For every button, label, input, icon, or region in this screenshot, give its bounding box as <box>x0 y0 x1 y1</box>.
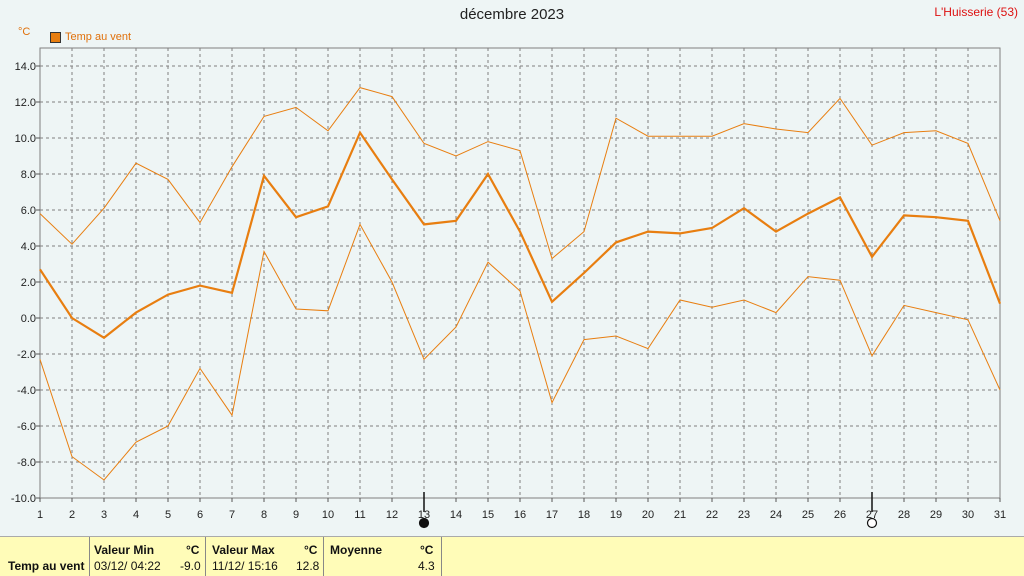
min-unit: °C <box>186 543 200 557</box>
avg-unit: °C <box>420 543 434 557</box>
max-unit: °C <box>304 543 318 557</box>
x-tick-label: 18 <box>578 509 590 521</box>
legend: Temp au vent <box>50 31 131 43</box>
summary-min-cell: Valeur Min °C 03/12/ 04:22 -9.0 <box>90 537 206 576</box>
y-tick-label: -6.0 <box>17 421 36 433</box>
x-tick-label: 31 <box>994 509 1006 521</box>
chart-title: décembre 2023 <box>459 6 565 23</box>
x-axis-ticks: 1 2 3 4 5 6 7 8 9 10 11 12 13 14 15 16 17 18 19 20 21 22 23 24 2… <box>37 498 1006 521</box>
x-tick-label: 8 <box>261 509 267 521</box>
station-name: L'Huisserie (53) <box>934 5 1018 19</box>
x-tick-label: 25 <box>802 509 814 521</box>
grid <box>39 47 1001 499</box>
y-tick-label: 14.0 <box>15 61 36 73</box>
x-tick-label: 28 <box>898 509 910 521</box>
x-tick-label: 22 <box>706 509 718 521</box>
x-tick-label: 16 <box>514 509 526 521</box>
summary-table: Temp au vent Valeur Min °C 03/12/ 04:22 … <box>0 536 1024 576</box>
y-tick-label: 10.0 <box>15 133 36 145</box>
new-moon-icon <box>418 517 430 529</box>
moon-markers <box>418 492 878 529</box>
x-tick-label: 24 <box>770 509 782 521</box>
x-tick-label: 4 <box>133 509 139 521</box>
x-tick-label: 21 <box>674 509 686 521</box>
x-tick-label: 29 <box>930 509 942 521</box>
x-tick-label: 7 <box>229 509 235 521</box>
legend-label: Temp au vent <box>65 31 132 43</box>
x-tick-label: 1 <box>37 509 43 521</box>
summary-row-label: Temp au vent <box>8 559 85 573</box>
y-tick-label: 4.0 <box>21 241 36 253</box>
series-line-min <box>39 223 1001 481</box>
series-line-mean <box>39 130 1002 340</box>
min-value: -9.0 <box>180 559 201 573</box>
y-tick-label: 12.0 <box>15 97 36 109</box>
summary-avg-cell: Moyenne °C 4.3 <box>324 537 442 576</box>
x-tick-label: 27 <box>866 509 878 521</box>
x-tick-label: 23 <box>738 509 750 521</box>
x-tick-label: 17 <box>546 509 558 521</box>
x-tick-label: 6 <box>197 509 203 521</box>
x-tick-label: 5 <box>165 509 171 521</box>
y-axis-ticks: -10.0 -8.0 -6.0 -4.0 -2.0 0.0 2.0 4.0 6.0 8.0 10.0… <box>11 61 40 505</box>
avg-value: 4.3 <box>418 559 435 573</box>
x-tick-label: 13 <box>418 509 430 521</box>
x-tick-label: 9 <box>293 509 299 521</box>
summary-max-cell: Valeur Max °C 11/12/ 15:16 12.8 <box>206 537 324 576</box>
x-tick-label: 12 <box>386 509 398 521</box>
y-tick-label: -4.0 <box>17 385 36 397</box>
x-tick-label: 26 <box>834 509 846 521</box>
series-lines <box>39 87 1002 481</box>
series-line-max <box>39 87 1001 260</box>
x-tick-label: 14 <box>450 509 462 521</box>
min-header: Valeur Min <box>94 543 155 557</box>
min-date: 03/12/ 04:22 <box>94 559 161 573</box>
temperature-chart: -10.0 -8.0 -6.0 -4.0 -2.0 0.0 2.0 4.0 6.0 8.0 10.0… <box>11 47 1006 529</box>
max-date: 11/12/ 15:16 <box>212 559 278 573</box>
max-value: 12.8 <box>296 559 320 573</box>
avg-header: Moyenne <box>330 543 383 557</box>
legend-swatch <box>50 31 61 43</box>
y-tick-label: 6.0 <box>21 205 36 217</box>
y-axis-unit: °C <box>18 26 31 38</box>
full-moon-icon <box>866 517 878 529</box>
y-tick-label: 2.0 <box>21 277 36 289</box>
y-tick-label: 0.0 <box>21 313 36 325</box>
y-tick-label: -2.0 <box>17 349 36 361</box>
x-tick-label: 11 <box>354 509 365 521</box>
x-tick-label: 15 <box>482 509 494 521</box>
y-tick-label: 8.0 <box>21 169 36 181</box>
x-tick-label: 2 <box>69 509 75 521</box>
max-header: Valeur Max <box>212 543 275 557</box>
y-tick-label: -8.0 <box>17 457 36 469</box>
x-tick-label: 3 <box>101 509 107 521</box>
summary-row-label-cell: Temp au vent <box>0 537 90 576</box>
x-tick-label: 30 <box>962 509 974 521</box>
x-tick-label: 10 <box>322 509 334 521</box>
x-tick-label: 20 <box>642 509 654 521</box>
y-tick-label: -10.0 <box>11 493 36 505</box>
x-tick-label: 19 <box>610 509 622 521</box>
